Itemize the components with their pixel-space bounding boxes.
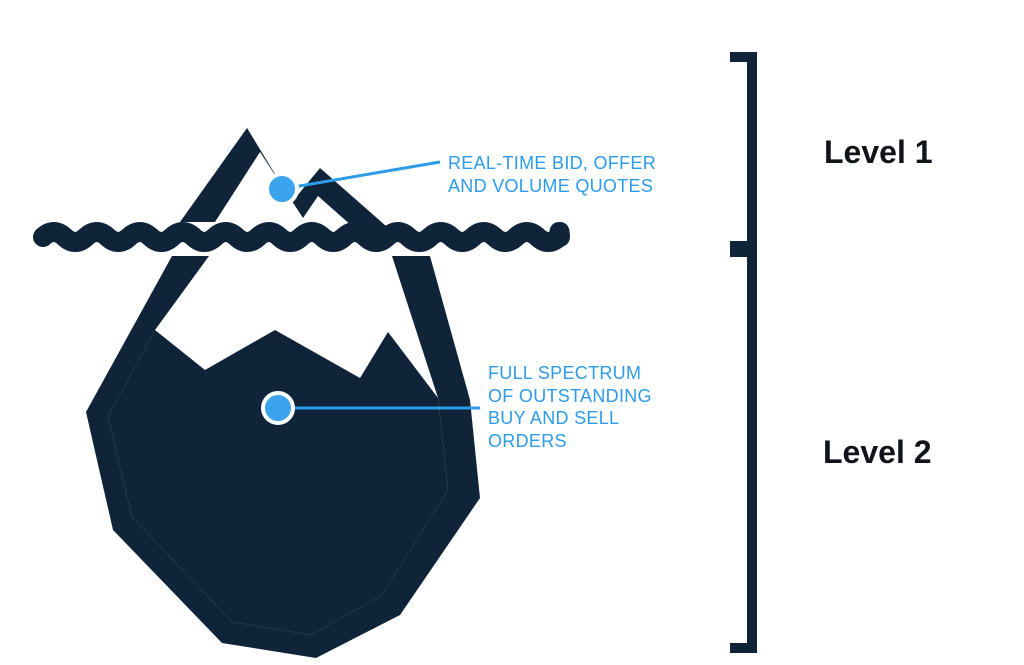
bracket-top bbox=[730, 57, 752, 246]
level2-label: Level 2 bbox=[823, 434, 932, 471]
callout-level1-line1: REAL-TIME BID, OFFER bbox=[448, 152, 656, 175]
iceberg-svg bbox=[0, 0, 1024, 665]
callout-dot-level1 bbox=[267, 174, 297, 204]
waterline bbox=[43, 232, 560, 242]
callout-level2-line1: FULL SPECTRUM bbox=[488, 362, 652, 385]
callout-dot-level2 bbox=[263, 393, 293, 423]
callout-line-level1 bbox=[282, 162, 440, 189]
callout-level2-line3: BUY AND SELL bbox=[488, 407, 652, 430]
level1-label: Level 1 bbox=[824, 134, 933, 171]
callout-level1-line2: AND VOLUME QUOTES bbox=[448, 175, 656, 198]
callout-level2-line4: ORDERS bbox=[488, 430, 652, 453]
callout-level2: FULL SPECTRUM OF OUTSTANDING BUY AND SEL… bbox=[488, 362, 652, 452]
callout-level1: REAL-TIME BID, OFFER AND VOLUME QUOTES bbox=[448, 152, 656, 197]
bracket-bottom bbox=[730, 252, 752, 648]
iceberg-diagram: REAL-TIME BID, OFFER AND VOLUME QUOTES F… bbox=[0, 0, 1024, 665]
callout-level2-line2: OF OUTSTANDING bbox=[488, 385, 652, 408]
